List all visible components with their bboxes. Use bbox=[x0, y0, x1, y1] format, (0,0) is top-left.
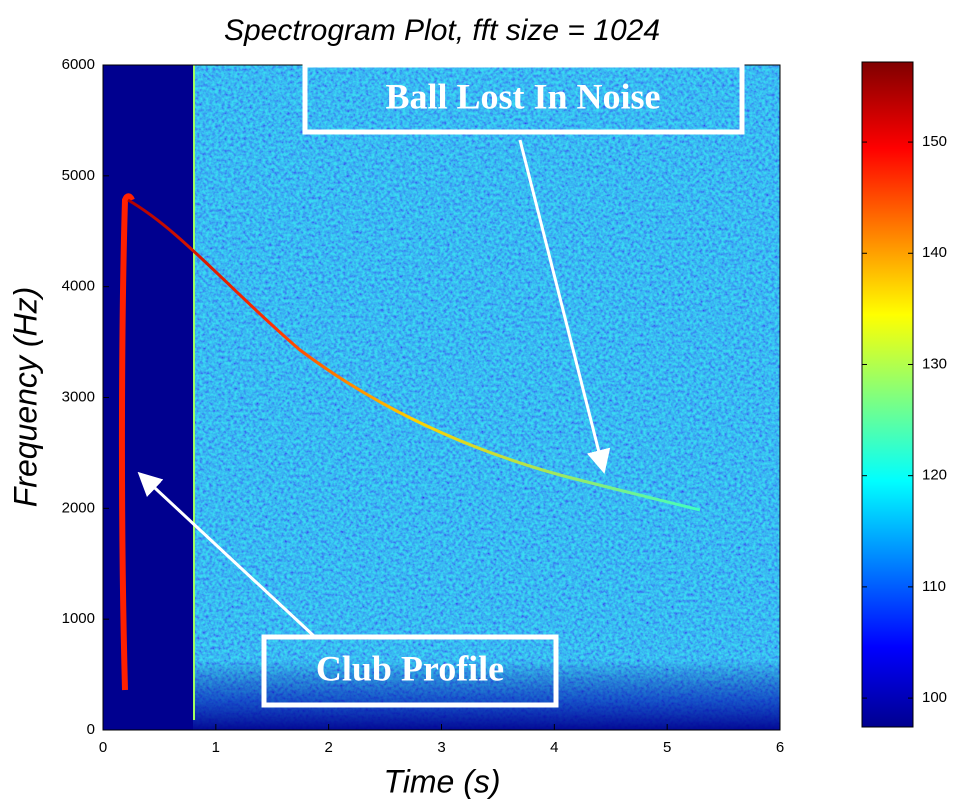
y-axis-label: Frequency (Hz) bbox=[7, 287, 43, 508]
y-tick-label: 5000 bbox=[62, 167, 95, 184]
colorbar-tick-label: 130 bbox=[922, 355, 947, 372]
x-axis-label: Time (s) bbox=[383, 763, 500, 799]
annotation-ball: Ball Lost In Noise bbox=[302, 62, 745, 474]
annotation-box bbox=[261, 634, 559, 708]
colorbar-tick-label: 120 bbox=[922, 467, 947, 484]
plot-image bbox=[103, 65, 780, 730]
x-tick-label: 4 bbox=[550, 739, 558, 756]
annotation-box bbox=[302, 62, 745, 135]
x-tick-label: 0 bbox=[99, 739, 107, 756]
annotation-club: Club Profile bbox=[137, 471, 559, 708]
colorbar-tick-label: 150 bbox=[922, 133, 947, 150]
x-tick-label: 5 bbox=[663, 739, 671, 756]
annotation-arrow bbox=[137, 471, 317, 639]
colorbar-tick-label: 110 bbox=[922, 578, 946, 595]
y-tick-label: 6000 bbox=[62, 56, 95, 73]
x-tick-label: 3 bbox=[437, 739, 445, 756]
y-tick-label: 2000 bbox=[62, 499, 95, 516]
colorbar-tick-label: 140 bbox=[922, 244, 947, 261]
y-tick-label: 3000 bbox=[62, 388, 95, 405]
x-tick-label: 2 bbox=[324, 739, 332, 756]
x-tick-label: 1 bbox=[212, 739, 220, 756]
y-tick-label: 1000 bbox=[62, 610, 95, 627]
y-tick-label: 4000 bbox=[62, 278, 95, 295]
chart-title: Spectrogram Plot, fft size = 1024 bbox=[224, 14, 660, 47]
annotation-text: Club Profile bbox=[316, 648, 504, 688]
annotation-text: Ball Lost In Noise bbox=[385, 76, 660, 116]
colorbar bbox=[861, 61, 914, 728]
x-tick-label: 6 bbox=[776, 739, 784, 756]
y-tick-label: 0 bbox=[87, 721, 95, 738]
annotation-arrow bbox=[518, 139, 611, 474]
colorbar-tick-label: 100 bbox=[922, 689, 947, 706]
